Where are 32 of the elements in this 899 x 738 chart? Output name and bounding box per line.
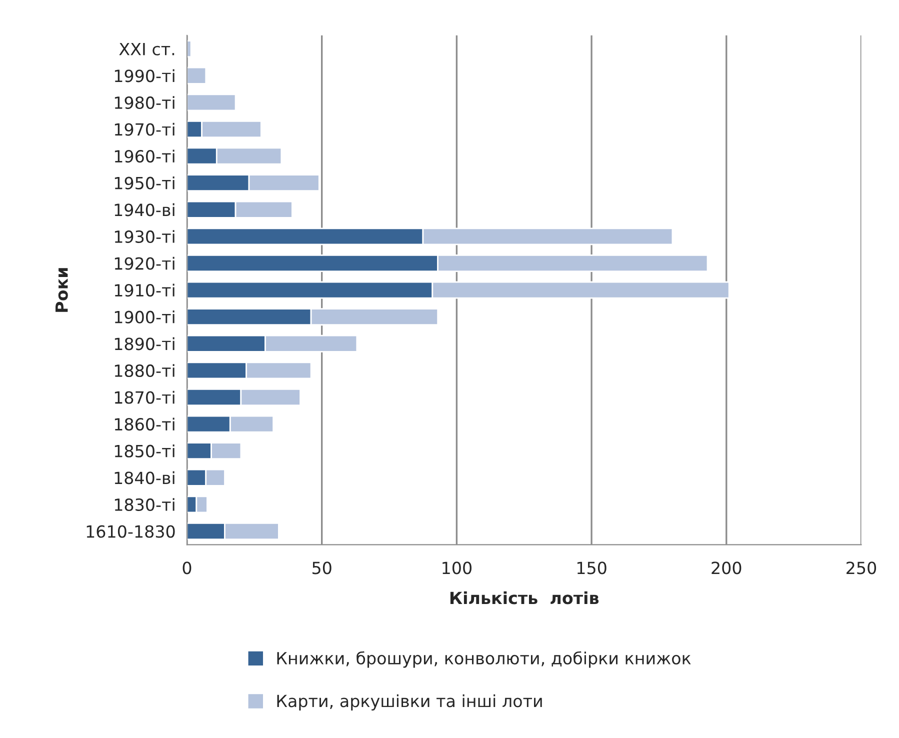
bar: [186, 66, 207, 84]
y-tick-label: 1860-ті: [114, 418, 174, 431]
y-tick-label: 1970-ті: [114, 122, 174, 136]
x-tick-label: 100: [442, 562, 472, 574]
y-axis-title: Роки: [56, 268, 68, 312]
y-tick-label: 1890-ті: [114, 337, 174, 350]
y-tick-label: 1920-ті: [114, 256, 174, 270]
bar: [186, 94, 236, 112]
y-tick-label: 1980-ті: [114, 96, 174, 109]
y-tick-label: 1910-ті: [114, 284, 174, 297]
x-tick-label: 50: [312, 562, 332, 574]
y-tick-label: 1960-ті: [114, 150, 174, 163]
legend-label: Книжки, брошури, конволюти, добірки книжок: [277, 651, 691, 668]
y-tick-label: 1880-ті: [114, 364, 174, 378]
x-tick-label: 250: [846, 562, 876, 574]
y-tick-label: 1930-ті: [114, 230, 174, 243]
x-tick-label: 150: [577, 562, 606, 574]
y-tick-label: 1870-ті: [114, 390, 174, 404]
y-tick-label: 1610-1830: [86, 525, 175, 538]
y-tick-label: 1850-ті: [114, 444, 174, 458]
y-tick-label: 1990-ті: [114, 69, 174, 82]
x-tick-label: 200: [712, 562, 742, 574]
legend-label: Карти, аркушівки та інші лоти: [277, 694, 542, 711]
x-tick-label: 0: [182, 562, 192, 574]
bar: [186, 40, 192, 58]
y-tick-label: XXI ст.: [119, 43, 174, 56]
y-tick-label: 1830-ті: [114, 498, 174, 512]
y-tick-label: 1840-ві: [114, 471, 174, 484]
y-tick-label: 1900-ті: [114, 310, 174, 324]
y-tick-label: 1940-ві: [114, 203, 174, 216]
x-axis-title: Кількість лотів: [450, 591, 599, 604]
y-tick-label: 1950-ті: [114, 176, 174, 190]
